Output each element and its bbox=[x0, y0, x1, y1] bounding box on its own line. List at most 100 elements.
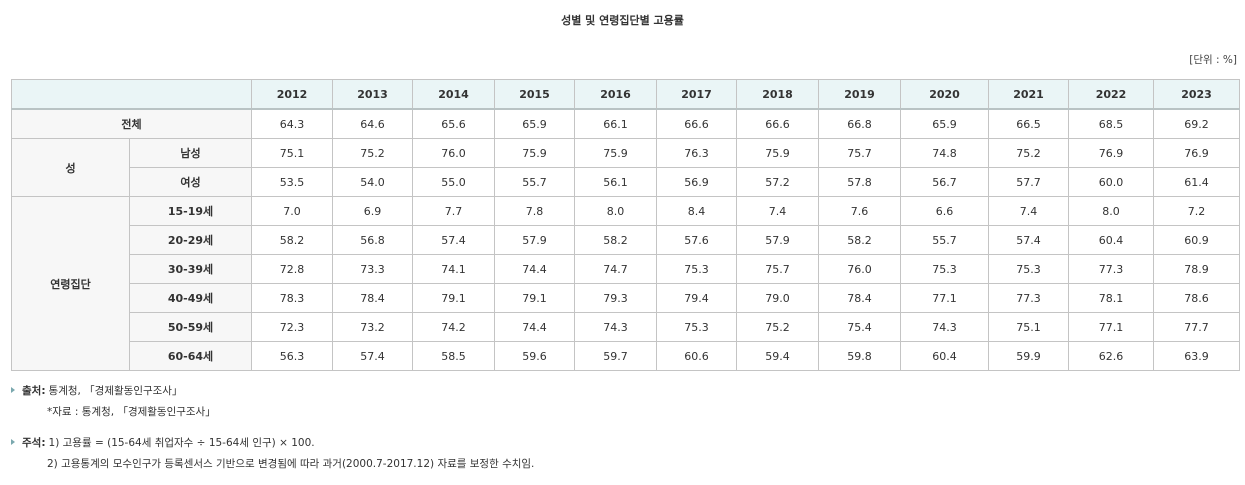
table-cell: 7.6 bbox=[818, 196, 901, 226]
source-label: 출처: bbox=[22, 385, 46, 397]
table-cell: 74.7 bbox=[574, 254, 657, 284]
notes-section: 출처: 통계청, 「경제활동인구조사」 *자료 : 통계청, 「경제활동인구조사」… bbox=[11, 381, 1231, 485]
table-cell: 76.9 bbox=[1068, 138, 1154, 168]
table-cell: 56.3 bbox=[251, 341, 333, 371]
table-cell: 60.0 bbox=[1068, 167, 1154, 197]
table-cell: 57.4 bbox=[988, 225, 1069, 255]
row-label: 30-39세 bbox=[129, 254, 252, 284]
table-cell: 58.5 bbox=[412, 341, 495, 371]
group-label-age: 연령집단 bbox=[11, 196, 130, 371]
table-cell: 64.3 bbox=[251, 108, 333, 139]
source-note: 출처: 통계청, 「경제활동인구조사」 *자료 : 통계청, 「경제활동인구조사」 bbox=[11, 381, 1231, 423]
table-cell: 79.3 bbox=[574, 283, 657, 313]
table-cell: 55.7 bbox=[494, 167, 575, 197]
table-cell: 65.9 bbox=[494, 108, 575, 139]
table-row-age-40-49: 40-49세 78.3 78.4 79.1 79.1 79.3 79.4 79.… bbox=[12, 283, 1240, 313]
table-cell: 55.7 bbox=[900, 225, 989, 255]
table-cell: 77.7 bbox=[1153, 312, 1240, 342]
table-cell: 75.2 bbox=[988, 138, 1069, 168]
table-cell: 75.3 bbox=[900, 254, 989, 284]
row-label-total: 전체 bbox=[11, 108, 252, 139]
table-cell: 7.7 bbox=[412, 196, 495, 226]
table-cell: 7.0 bbox=[251, 196, 333, 226]
table-cell: 53.5 bbox=[251, 167, 333, 197]
table-cell: 78.3 bbox=[251, 283, 333, 313]
table-cell: 66.1 bbox=[574, 108, 657, 139]
bullet-arrow-icon bbox=[11, 439, 15, 445]
table-cell: 79.4 bbox=[656, 283, 737, 313]
row-label: 40-49세 bbox=[129, 283, 252, 313]
table-cell: 79.0 bbox=[736, 283, 819, 313]
table-cell: 75.3 bbox=[988, 254, 1069, 284]
table-cell: 73.3 bbox=[332, 254, 413, 284]
table-cell: 74.3 bbox=[574, 312, 657, 342]
table-cell: 65.9 bbox=[900, 108, 989, 139]
table-cell: 75.9 bbox=[574, 138, 657, 168]
table-cell: 79.1 bbox=[412, 283, 495, 313]
table-cell: 7.8 bbox=[494, 196, 575, 226]
table-cell: 78.4 bbox=[332, 283, 413, 313]
table-row-age-15-19: 연령집단 15-19세 7.0 6.9 7.7 7.8 8.0 8.4 7.4 … bbox=[11, 196, 1240, 371]
table-cell: 76.0 bbox=[412, 138, 495, 168]
year-header: 2015 bbox=[494, 79, 575, 110]
table-cell: 74.2 bbox=[412, 312, 495, 342]
unit-label: [단위 : %] bbox=[1189, 54, 1237, 66]
row-label: 50-59세 bbox=[129, 312, 252, 342]
table-cell: 78.4 bbox=[818, 283, 901, 313]
group-label-sex: 성 bbox=[11, 138, 130, 197]
table-cell: 57.7 bbox=[988, 167, 1069, 197]
table-cell: 8.0 bbox=[1068, 196, 1154, 226]
year-header: 2016 bbox=[574, 79, 657, 110]
year-header: 2017 bbox=[656, 79, 737, 110]
table-cell: 61.4 bbox=[1153, 167, 1240, 197]
table-cell: 66.5 bbox=[988, 108, 1069, 139]
table-cell: 75.4 bbox=[818, 312, 901, 342]
source-text: 통계청, 「경제활동인구조사」 bbox=[48, 385, 183, 397]
table-cell: 75.9 bbox=[736, 138, 819, 168]
table-row-female: 여성 53.5 54.0 55.0 55.7 56.1 56.9 57.2 57… bbox=[12, 167, 1240, 197]
year-header: 2021 bbox=[988, 79, 1069, 110]
remarks-label: 주석: bbox=[22, 437, 46, 449]
table-cell: 74.4 bbox=[494, 312, 575, 342]
table-cell: 76.0 bbox=[818, 254, 901, 284]
table-cell: 78.6 bbox=[1153, 283, 1240, 313]
table-cell: 55.0 bbox=[412, 167, 495, 197]
row-label: 15-19세 bbox=[129, 196, 252, 226]
table-cell: 78.1 bbox=[1068, 283, 1154, 313]
table-cell: 63.9 bbox=[1153, 341, 1240, 371]
table-cell: 66.8 bbox=[818, 108, 901, 139]
year-header: 2014 bbox=[412, 79, 495, 110]
table-cell: 65.6 bbox=[412, 108, 495, 139]
table-cell: 77.3 bbox=[988, 283, 1069, 313]
table-cell: 66.6 bbox=[736, 108, 819, 139]
table-cell: 60.4 bbox=[900, 341, 989, 371]
table-cell: 72.3 bbox=[251, 312, 333, 342]
table-cell: 74.3 bbox=[900, 312, 989, 342]
table-cell: 75.3 bbox=[656, 312, 737, 342]
table-cell: 75.7 bbox=[736, 254, 819, 284]
table-cell: 56.1 bbox=[574, 167, 657, 197]
table-cell: 77.1 bbox=[900, 283, 989, 313]
header-row: 2012 2013 2014 2015 2016 2017 2018 2019 … bbox=[11, 79, 1240, 110]
table-cell: 75.9 bbox=[494, 138, 575, 168]
table-row-male: 성 남성 75.1 75.2 76.0 75.9 75.9 76.3 75.9 … bbox=[11, 138, 1240, 197]
table-cell: 57.4 bbox=[412, 225, 495, 255]
table-cell: 57.8 bbox=[818, 167, 901, 197]
header-corner bbox=[11, 79, 252, 110]
table-cell: 75.2 bbox=[736, 312, 819, 342]
table-cell: 57.6 bbox=[656, 225, 737, 255]
table-cell: 7.4 bbox=[988, 196, 1069, 226]
source-sub-text: *자료 : 통계청, 「경제활동인구조사」 bbox=[47, 406, 216, 418]
table-row-age-60-64: 60-64세 56.3 57.4 58.5 59.6 59.7 60.6 59.… bbox=[12, 341, 1240, 371]
table-cell: 7.4 bbox=[736, 196, 819, 226]
table-cell: 54.0 bbox=[332, 167, 413, 197]
table-cell: 57.2 bbox=[736, 167, 819, 197]
table-cell: 59.7 bbox=[574, 341, 657, 371]
year-header: 2013 bbox=[332, 79, 413, 110]
table-cell: 75.1 bbox=[251, 138, 333, 168]
table-cell: 69.2 bbox=[1153, 108, 1240, 139]
table-cell: 72.8 bbox=[251, 254, 333, 284]
table-cell: 57.9 bbox=[494, 225, 575, 255]
table-cell: 64.6 bbox=[332, 108, 413, 139]
table-cell: 74.8 bbox=[900, 138, 989, 168]
